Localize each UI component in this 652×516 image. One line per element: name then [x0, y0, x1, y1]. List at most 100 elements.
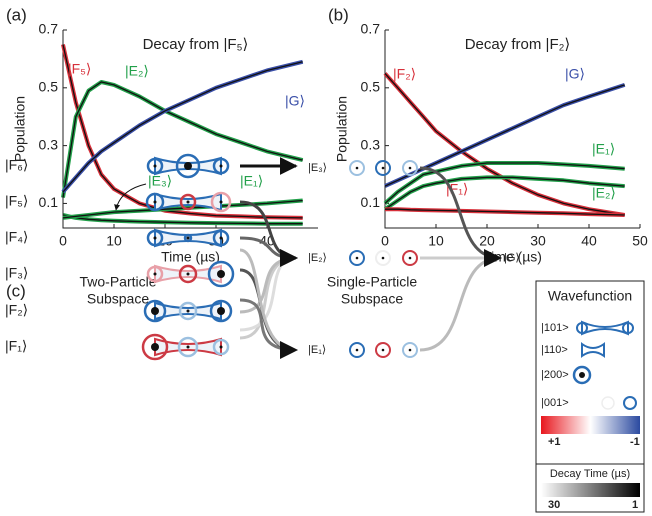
- site: [146, 229, 164, 247]
- chart-title: Decay from |F₂⟩: [465, 36, 571, 53]
- legend-entry: |101>: [541, 322, 569, 334]
- site-dot: [355, 166, 359, 170]
- site-dot: [186, 272, 190, 276]
- legend-box: [535, 463, 645, 513]
- series-label: |G⟩: [285, 93, 305, 109]
- site: [178, 264, 198, 284]
- x-tick-label: 0: [381, 233, 389, 249]
- site: [375, 250, 391, 266]
- site-dot: [186, 345, 190, 349]
- state-label: |F₂⟩: [5, 302, 28, 318]
- annotation-arrow: [114, 183, 147, 211]
- y-axis-label: Population: [334, 96, 350, 162]
- site-dot: [186, 309, 190, 313]
- legend-shape: [576, 322, 588, 334]
- site: [375, 342, 391, 358]
- legend-entry: |001>: [541, 397, 569, 409]
- fit-line: [385, 208, 625, 216]
- data-line: [61, 80, 304, 198]
- site: [183, 233, 193, 243]
- site: [212, 229, 230, 247]
- y-tick-label: 0.1: [361, 194, 381, 210]
- state-label: |E₃⟩: [308, 162, 327, 174]
- legend-shape: [579, 372, 585, 378]
- site-dot: [408, 348, 412, 352]
- site-dot: [184, 162, 192, 170]
- site: [146, 157, 164, 175]
- site: [402, 250, 418, 266]
- panel-label: (c): [6, 281, 26, 300]
- site: [143, 299, 167, 323]
- series-label: |E₂⟩: [592, 185, 616, 201]
- site: [210, 191, 232, 213]
- site: [178, 301, 198, 321]
- header: Subspace: [87, 291, 149, 307]
- site-dot: [153, 200, 157, 204]
- y-tick-label: 0.7: [39, 21, 59, 37]
- fit-line: [62, 81, 303, 198]
- series-label: |F₂⟩: [393, 66, 416, 82]
- site: [349, 160, 365, 176]
- site: [175, 153, 201, 179]
- panel-label: (a): [6, 5, 27, 24]
- data-line: [384, 82, 626, 188]
- colorbar-label: 30: [548, 499, 560, 511]
- site-dot: [217, 307, 225, 315]
- fit-line: [62, 61, 303, 193]
- site: [177, 336, 199, 358]
- site-dot: [219, 200, 223, 204]
- series-label: |E₁⟩: [592, 141, 615, 157]
- site: [207, 260, 235, 288]
- site: [349, 250, 365, 266]
- header: Single-Particle: [327, 274, 417, 290]
- site-dot: [217, 270, 225, 278]
- site: [212, 338, 230, 356]
- legend-shape: [581, 320, 629, 336]
- site-dot: [355, 348, 359, 352]
- fit-line: [384, 176, 625, 210]
- y-tick-label: 0.3: [361, 136, 381, 152]
- fit-line: [62, 44, 303, 219]
- site: [145, 192, 165, 212]
- site-dot: [151, 307, 159, 315]
- site: [141, 333, 169, 361]
- site-dot: [153, 236, 157, 240]
- site-dot: [153, 272, 157, 276]
- decay-arrow: [419, 249, 502, 352]
- state-label: |F₅⟩: [5, 193, 28, 209]
- x-tick-label: 0: [59, 233, 67, 249]
- site-dot: [381, 166, 385, 170]
- series-label: |E₃⟩: [148, 173, 172, 189]
- decay-arrow: [239, 200, 298, 267]
- state-label: |E₂⟩: [308, 252, 327, 264]
- legend-entry: |110>: [541, 344, 568, 356]
- site-dot: [355, 256, 359, 260]
- series-label: |G⟩: [565, 66, 585, 82]
- state-label: |F₄⟩: [5, 229, 28, 245]
- y-tick-label: 0.3: [39, 136, 59, 152]
- site: [375, 160, 391, 176]
- site-dot: [408, 256, 412, 260]
- legend-entry: |200>: [541, 369, 569, 381]
- chart-title: Decay from |F₅⟩: [143, 36, 249, 53]
- x-tick-label: 20: [479, 233, 495, 249]
- panel-label: (b): [328, 5, 349, 24]
- site-dot: [408, 166, 412, 170]
- ground-label: |G⟩: [504, 252, 520, 264]
- legend-shape: [601, 396, 615, 410]
- state-label: |E₁⟩: [308, 344, 326, 356]
- legend-title: Wavefunction: [548, 288, 632, 304]
- colorbar-label: -1: [630, 436, 640, 448]
- site-dot: [153, 164, 157, 168]
- y-tick-label: 0.5: [361, 79, 381, 95]
- site: [402, 342, 418, 358]
- colorbar: [541, 483, 640, 497]
- fit-line: [62, 214, 303, 225]
- x-axis-label: Time (µs): [161, 249, 220, 265]
- x-tick-label: 50: [632, 233, 648, 249]
- legend-shape: [622, 322, 634, 334]
- header: Two-Particle: [79, 274, 156, 290]
- x-tick-label: 40: [581, 233, 597, 249]
- y-tick-label: 0.1: [39, 194, 59, 210]
